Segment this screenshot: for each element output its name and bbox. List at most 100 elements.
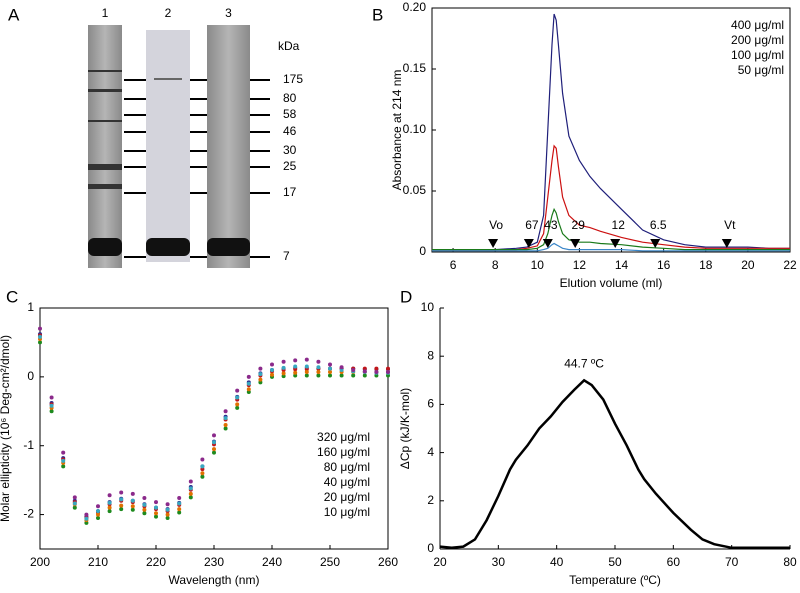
legend-entry: 320 μg/ml [317, 430, 370, 444]
data-point [72, 501, 77, 506]
data-point [177, 501, 182, 506]
data-point [293, 373, 298, 378]
data-point [328, 373, 332, 378]
data-point [188, 486, 193, 491]
data-point [49, 409, 54, 414]
data-point [165, 502, 170, 507]
data-point [246, 390, 251, 395]
data-point [200, 457, 205, 462]
data-point [61, 464, 66, 469]
data-point [200, 464, 205, 469]
data-point [223, 409, 228, 414]
x-tick-label: 22 [783, 258, 797, 272]
data-point [177, 510, 182, 515]
x-tick-label: 240 [262, 555, 282, 569]
data-point [374, 373, 379, 378]
data-point [119, 503, 124, 508]
data-point [119, 490, 124, 495]
data-point [316, 373, 321, 378]
y-tick-label: 0 [419, 244, 426, 258]
x-tick-label: 20 [741, 258, 755, 272]
x-tick-label: 260 [378, 555, 398, 569]
gel-band [88, 120, 122, 122]
data-point [293, 367, 298, 372]
data-point [130, 498, 135, 503]
x-tick-label: 8 [492, 258, 499, 272]
x-tick-label: 18 [699, 258, 713, 272]
data-point [339, 373, 344, 378]
data-point [328, 362, 332, 367]
elution-marker [610, 239, 621, 248]
gel-band [88, 184, 122, 189]
x-axis-label: Wavelength (nm) [169, 573, 260, 587]
x-tick-label: 200 [30, 555, 50, 569]
data-point [165, 516, 170, 521]
data-point [188, 491, 193, 496]
y-tick-label: 0.20 [403, 0, 427, 14]
gel-lane [207, 25, 250, 268]
data-point [362, 373, 367, 378]
data-point [84, 516, 89, 521]
x-tick-label: 220 [146, 555, 166, 569]
data-point [130, 491, 135, 496]
data-point [362, 366, 367, 371]
data-point [130, 504, 135, 509]
marker-label: 6.5 [650, 218, 667, 232]
data-point [304, 357, 309, 362]
data-point [212, 450, 216, 455]
data-point [154, 505, 158, 510]
data-point [119, 507, 124, 512]
data-point [142, 507, 147, 512]
x-tick-label: 30 [492, 555, 506, 569]
data-point [270, 367, 274, 372]
marker-label: 175 [283, 72, 303, 86]
data-point [258, 377, 263, 382]
marker-label: Vo [489, 218, 503, 232]
data-point [246, 381, 251, 386]
data-point [386, 370, 390, 375]
data-point [49, 395, 54, 400]
x-tick-label: 210 [88, 555, 108, 569]
series-line [432, 207, 790, 251]
y-tick-label: -1 [23, 438, 34, 452]
data-point [235, 388, 240, 393]
data-point [38, 326, 42, 331]
series-line [432, 13, 790, 251]
panel-letter: B [372, 5, 383, 24]
data-point [142, 511, 147, 516]
marker-label: 29 [572, 218, 586, 232]
data-point [304, 367, 309, 372]
x-tick-label: 20 [433, 555, 447, 569]
x-tick-label: 12 [573, 258, 587, 272]
legend-entry: 10 μg/ml [324, 505, 370, 519]
legend-entry: 400 μg/ml [731, 18, 784, 32]
data-point [223, 416, 228, 421]
data-point [328, 366, 332, 371]
data-point [72, 495, 77, 500]
data-point [270, 372, 274, 377]
data-point [374, 366, 379, 371]
data-point [258, 372, 263, 377]
gel-band [146, 238, 190, 256]
data-point [328, 370, 332, 375]
data-point [212, 447, 216, 452]
lane-label: 2 [165, 6, 172, 20]
data-point [96, 516, 100, 521]
gel-band [207, 238, 250, 256]
x-axis-label: Temperature (ºC) [569, 573, 661, 587]
data-point [281, 374, 286, 379]
data-point [142, 496, 147, 501]
data-point [177, 507, 182, 512]
data-point [165, 507, 170, 512]
data-point [130, 507, 135, 512]
gel-lane [146, 30, 190, 262]
x-tick-label: 250 [320, 555, 340, 569]
data-point [142, 502, 147, 507]
y-tick-label: 2 [427, 493, 434, 507]
panel-letter: D [400, 287, 412, 306]
series-line [432, 144, 790, 251]
data-point [270, 362, 274, 367]
elution-marker [650, 239, 661, 248]
data-point [177, 496, 182, 501]
data-point [316, 370, 321, 375]
